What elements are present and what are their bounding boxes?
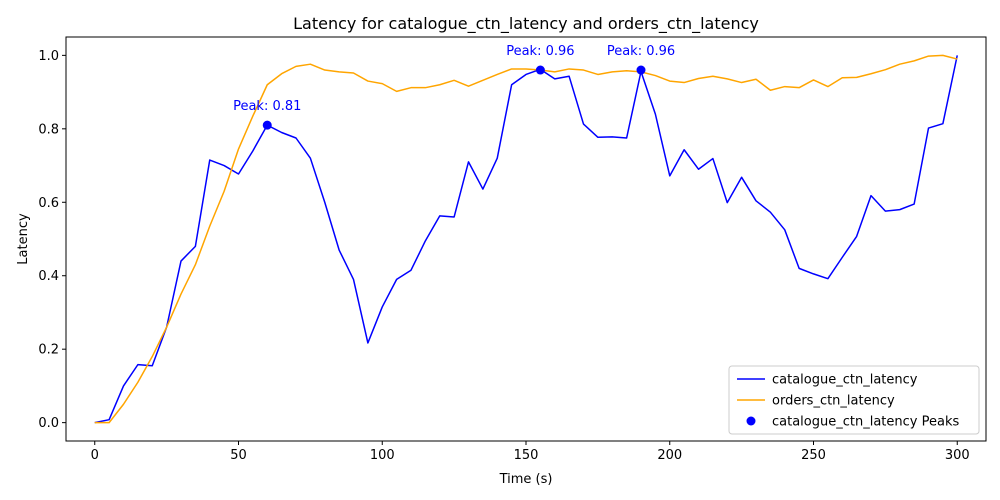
- x-tick-label: 50: [230, 448, 247, 463]
- y-tick-label: 1.0: [38, 49, 59, 64]
- x-tick-label: 150: [514, 448, 539, 463]
- legend: catalogue_ctn_latency orders_ctn_latencyc…: [728, 365, 980, 435]
- x-axis-label: Time (s): [499, 472, 553, 487]
- peak-marker: [535, 65, 545, 75]
- x-tick-label: 200: [657, 448, 682, 463]
- peak-marker: [262, 120, 272, 130]
- series-line-catalogue-ctn-latency: [94, 55, 958, 424]
- y-tick-label: 0.8: [38, 122, 59, 137]
- y-tick-label: 0.0: [38, 416, 59, 431]
- legend-label: catalogue_ctn_latency: [772, 373, 918, 388]
- x-tick-label: 250: [801, 448, 826, 463]
- series-line-orders-ctn-latency: [94, 54, 958, 424]
- y-tick-label: 0.4: [38, 269, 59, 284]
- peak-label: Peak: 0.96: [607, 44, 675, 59]
- y-tick-label: 0.6: [38, 196, 59, 211]
- legend-frame: [728, 365, 980, 435]
- peak-label: Peak: 0.81: [233, 99, 301, 114]
- x-tick-label: 0: [91, 448, 99, 463]
- y-tick-label: 0.2: [38, 343, 59, 358]
- peak-label: Peak: 0.96: [506, 44, 574, 59]
- peak-marker: [636, 65, 646, 75]
- y-axis-label: Latency: [16, 213, 31, 265]
- x-axis: 0 50 100 150 200 250 300: [91, 441, 970, 463]
- legend-label: catalogue_ctn_latency Peaks: [772, 415, 959, 430]
- plot-area: Peak: 0.81 Peak: 0.96 Peak: 0.96: [94, 44, 958, 424]
- y-axis: 0.0 0.2 0.4 0.6 0.8 1.0: [38, 49, 66, 431]
- chart-title: Latency for catalogue_ctn_latency and or…: [293, 14, 759, 34]
- legend-label: orders_ctn_latency: [772, 394, 895, 409]
- legend-swatch: [746, 416, 756, 426]
- x-tick-label: 100: [370, 448, 395, 463]
- x-tick-label: 300: [945, 448, 970, 463]
